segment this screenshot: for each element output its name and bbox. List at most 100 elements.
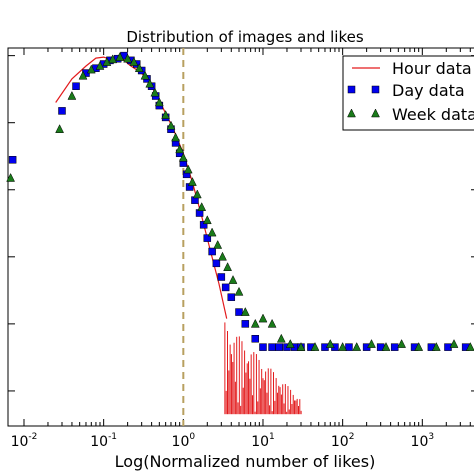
x-tick-label-exp: -1 bbox=[108, 432, 117, 442]
series-week-point bbox=[108, 54, 118, 64]
series-day-point bbox=[235, 308, 243, 316]
series-week-point bbox=[67, 90, 77, 100]
series-week-point bbox=[207, 227, 217, 237]
series-week-point bbox=[431, 342, 441, 351]
series-week-point bbox=[276, 333, 286, 343]
series-week-point bbox=[140, 70, 150, 80]
series-week-point bbox=[285, 339, 295, 348]
series-week-point bbox=[95, 60, 105, 70]
series-day-point bbox=[208, 247, 216, 256]
x-tick-label-base: 10 bbox=[90, 434, 108, 450]
series-day-point bbox=[251, 335, 260, 343]
x-tick-label-base: 10 bbox=[411, 434, 429, 450]
data-layer bbox=[6, 48, 474, 426]
x-tick-label-exp: 0 bbox=[189, 432, 195, 442]
series-week-point bbox=[150, 87, 160, 97]
series-day-point bbox=[259, 343, 267, 351]
series-day-point bbox=[199, 221, 208, 229]
series-week-point bbox=[338, 342, 348, 351]
series-week-point bbox=[166, 120, 176, 130]
series-week-point bbox=[102, 57, 112, 66]
tick-layer: 10-2 10-1 100 101 102 103 bbox=[8, 48, 474, 450]
legend: Hour data Day data Week data bbox=[342, 55, 474, 131]
series-day-point bbox=[221, 283, 230, 292]
series-day-point bbox=[58, 107, 66, 115]
series-week-point bbox=[234, 286, 244, 296]
x-tick-label: 102 bbox=[331, 432, 355, 450]
series-day-point bbox=[345, 343, 353, 351]
series-week-point bbox=[178, 152, 188, 162]
series-week-point bbox=[218, 251, 227, 261]
x-tick-label-exp: 1 bbox=[269, 432, 275, 442]
series-day-point bbox=[217, 273, 226, 281]
series-week-point bbox=[325, 339, 335, 348]
series-week-point bbox=[197, 202, 207, 211]
series-week-point bbox=[145, 78, 155, 88]
series-week-point bbox=[465, 342, 474, 351]
series-week-point bbox=[352, 342, 362, 351]
series-day-point bbox=[227, 293, 236, 301]
series-day-point bbox=[268, 343, 276, 351]
series-week-point bbox=[258, 313, 268, 323]
legend-label-day: Day data bbox=[392, 81, 465, 100]
series-week-point bbox=[115, 52, 125, 61]
series-week-point bbox=[213, 239, 223, 249]
series-day-point bbox=[390, 343, 399, 351]
series-week-point bbox=[6, 172, 16, 182]
series-day-point bbox=[241, 320, 250, 328]
series-week-point bbox=[161, 110, 171, 119]
legend-marker-week-2 bbox=[371, 108, 380, 118]
series-week-point bbox=[78, 70, 88, 80]
x-tick-label-base: 10 bbox=[11, 434, 29, 450]
x-tick-label-base: 10 bbox=[251, 434, 269, 450]
series-week-point bbox=[397, 339, 407, 348]
series-week-point bbox=[187, 177, 197, 186]
series-week-point bbox=[267, 318, 277, 328]
x-tick-label-base: 10 bbox=[172, 434, 190, 450]
x-axis-label: Log(Normalized number of likes) bbox=[115, 452, 376, 471]
legend-label-hour: Hour data bbox=[392, 59, 472, 78]
series-week-point bbox=[202, 215, 212, 225]
series-day-point bbox=[203, 234, 212, 242]
series-week-point bbox=[381, 342, 391, 351]
x-tick-label: 10-2 bbox=[11, 432, 38, 450]
chart-title: Distribution of images and likes bbox=[126, 28, 364, 46]
series-week-point bbox=[134, 63, 144, 72]
legend-marker-week bbox=[347, 108, 356, 118]
series-week-point bbox=[154, 97, 164, 107]
x-tick-label: 101 bbox=[251, 432, 275, 450]
series-week-point bbox=[223, 262, 233, 271]
series-week-point bbox=[228, 275, 238, 284]
x-tick-label: 100 bbox=[172, 432, 196, 450]
series-week-point bbox=[367, 339, 376, 348]
series-day-point bbox=[8, 156, 17, 164]
x-tick-label: 10-1 bbox=[90, 432, 117, 450]
x-tick-label-base: 10 bbox=[331, 434, 349, 450]
x-tick-label-exp: 3 bbox=[428, 432, 434, 442]
series-week-point bbox=[123, 53, 133, 63]
series-day-point bbox=[212, 259, 221, 268]
series-week-point bbox=[414, 342, 424, 351]
x-tick-label: 103 bbox=[411, 432, 435, 450]
series-day-point bbox=[72, 82, 80, 90]
series-week-point bbox=[449, 339, 459, 348]
series-week-point bbox=[183, 164, 193, 174]
x-tick-label-exp: 2 bbox=[349, 432, 355, 442]
legend-marker-day-2 bbox=[371, 85, 380, 94]
series-week-point bbox=[86, 64, 96, 74]
series-week-point bbox=[175, 144, 185, 154]
legend-label-week: Week data bbox=[392, 105, 474, 124]
legend-marker-day bbox=[347, 85, 356, 94]
series-week-point bbox=[240, 307, 250, 316]
series-week-point bbox=[192, 189, 202, 199]
series-week-point bbox=[171, 132, 181, 142]
x-tick-label-exp: -2 bbox=[28, 432, 37, 442]
series-week-point bbox=[250, 318, 260, 328]
series-day-point bbox=[275, 343, 283, 351]
series-week-point bbox=[129, 57, 139, 66]
series-week-point bbox=[310, 342, 320, 351]
series-week-point bbox=[55, 124, 65, 133]
series-week-point bbox=[296, 342, 306, 351]
